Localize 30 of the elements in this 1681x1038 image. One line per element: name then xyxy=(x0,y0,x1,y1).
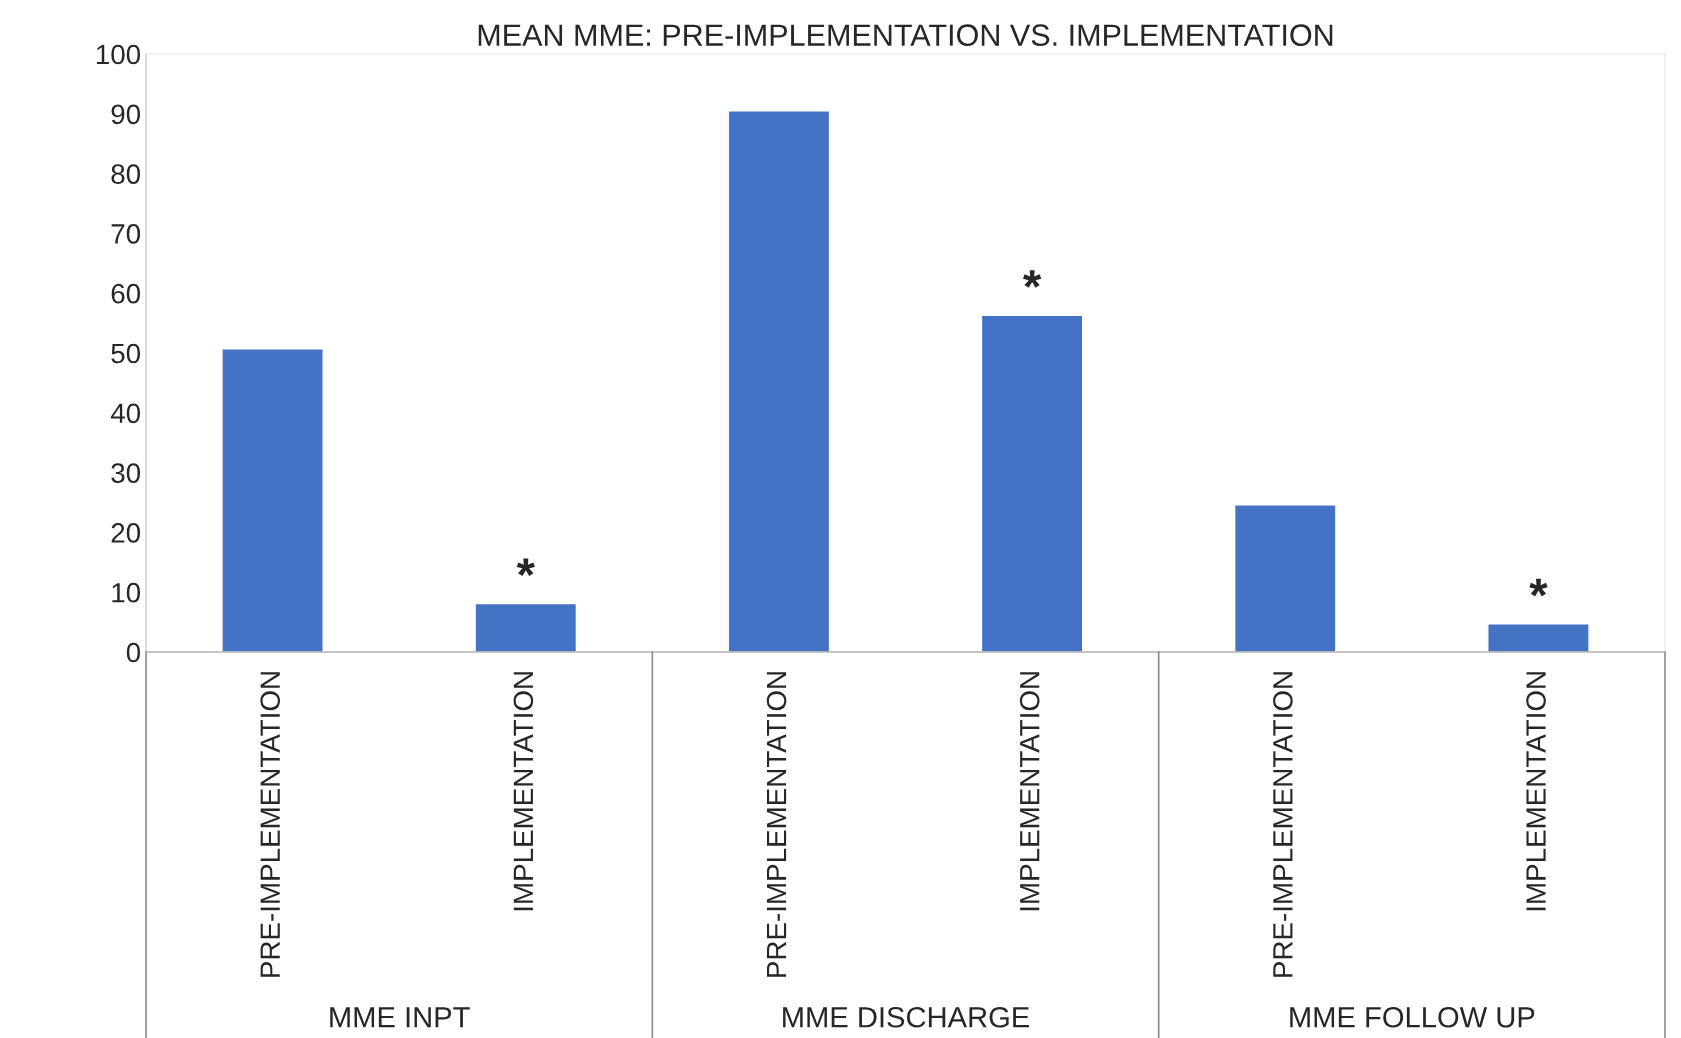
y-tick-label: 70 xyxy=(111,224,141,244)
bar xyxy=(221,348,324,652)
y-tick-label: 20 xyxy=(111,523,141,543)
y-tick-label: 80 xyxy=(111,164,141,184)
y-tick-label: 90 xyxy=(111,104,141,125)
bar xyxy=(1233,504,1337,652)
data-label: * xyxy=(1023,270,1042,288)
x-tick-label: PRE-IMPLEMENTATION xyxy=(1273,672,1293,977)
x-tick-label: IMPLEMENTATION xyxy=(513,672,534,911)
chart-title: MEAN MME: PRE-IMPLEMENTATION VS. IMPLEMENTATION xyxy=(478,24,1333,46)
x-tick-label: IMPLEMENTATION xyxy=(1526,672,1546,911)
bar xyxy=(1487,623,1590,652)
text: MME INPT xyxy=(330,1007,470,1028)
bar xyxy=(474,602,578,652)
text: MME FOLLOW UP xyxy=(1290,1006,1535,1028)
y-tick-label: 40 xyxy=(110,403,141,424)
y-tick-label: 10 xyxy=(112,582,141,603)
x-tick-label: IMPLEMENTATION xyxy=(1019,672,1040,911)
bar xyxy=(727,110,831,652)
x-tick-label: PRE-IMPLEMENTATION xyxy=(260,672,281,977)
data-label: * xyxy=(516,558,535,577)
y-tick-label: 30 xyxy=(111,463,141,483)
bar xyxy=(980,314,1084,652)
y-tick-label: 50 xyxy=(111,343,141,364)
y-tick-label: 60 xyxy=(111,283,141,304)
text: MME DISCHARGE xyxy=(783,1006,1030,1028)
data-label: * xyxy=(1529,578,1548,597)
y-tick-label: 100 xyxy=(96,44,141,65)
x-tick-label: PRE-IMPLEMENTATION xyxy=(766,672,787,977)
y-tick-label: 0 xyxy=(126,642,141,663)
